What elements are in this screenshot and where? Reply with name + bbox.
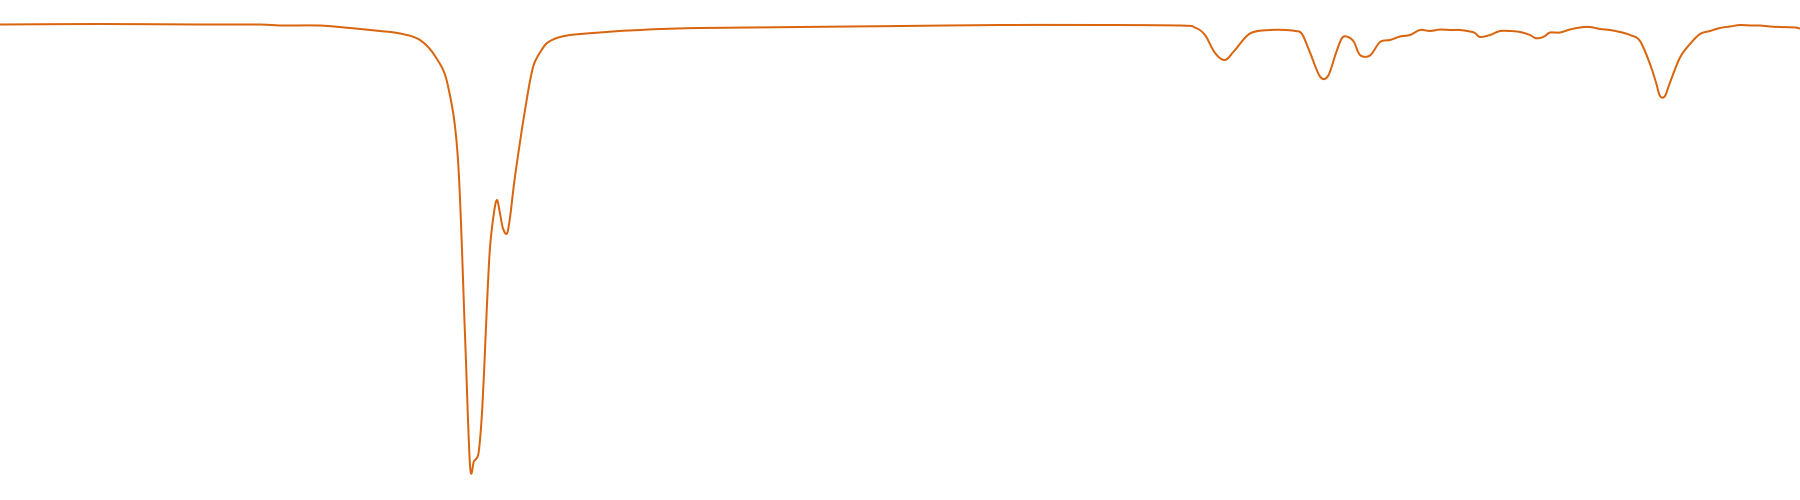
series-line-0 bbox=[0, 23, 1800, 475]
